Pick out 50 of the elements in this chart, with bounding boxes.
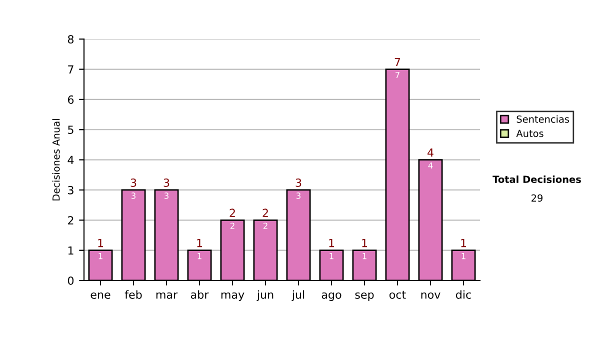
y-tick-label: 5 (68, 126, 74, 134)
text: 29 (532, 194, 542, 202)
text: Total Decisiones (492, 175, 581, 184)
x-tick-label: jun (256, 290, 274, 301)
data-label: 1 (98, 252, 102, 260)
total-label: 1 (362, 239, 368, 248)
data-label: 7 (396, 72, 400, 78)
y-axis-title: Decisiones Anual (52, 119, 60, 200)
total-label: 1 (197, 239, 202, 248)
total-label: 1 (98, 239, 104, 248)
data-label: 2 (263, 222, 268, 229)
total-label: 3 (130, 178, 136, 187)
x-tick-label: ene (90, 292, 110, 299)
x-tick-label: mar (156, 292, 178, 299)
total-label: 2 (230, 208, 235, 217)
data-label: 1 (198, 252, 202, 260)
x-tick-label: oct (389, 290, 406, 299)
x-tick-label: jul (292, 290, 304, 301)
data-label: 3 (164, 192, 168, 199)
data-label: 1 (330, 252, 334, 260)
data-label: 3 (296, 192, 300, 199)
x-tick-label: may (221, 292, 244, 301)
x-tick-label: abr (190, 290, 209, 299)
total-label: 1 (461, 239, 466, 248)
total-label: 4 (428, 148, 434, 157)
total-label: 1 (329, 239, 334, 248)
y-tick-label: 3 (68, 186, 74, 194)
data-label: 4 (428, 162, 433, 169)
y-tick-label: 1 (68, 246, 74, 255)
y-tick-label: 4 (68, 156, 74, 164)
total-label: 7 (394, 58, 400, 66)
y-tick-label: 7 (68, 65, 74, 74)
data-label: 3 (131, 192, 136, 199)
total-label: 3 (296, 178, 302, 187)
x-tick-label: sep (355, 292, 374, 301)
y-tick-label: 6 (68, 95, 74, 104)
y-tick-label: 2 (68, 216, 74, 224)
y-tick-label: 0 (68, 276, 74, 285)
total-label: 3 (164, 178, 170, 187)
data-label: 2 (230, 222, 234, 229)
x-tick-label: feb (124, 290, 142, 299)
x-tick-label: nov (421, 292, 440, 299)
x-tick-label: ago (322, 292, 342, 301)
total-label: 2 (262, 208, 268, 217)
data-label: 1 (462, 252, 466, 260)
data-label: 1 (362, 252, 366, 260)
legend-label: Autos (516, 130, 544, 138)
x-tick-label: dic (456, 290, 471, 299)
y-tick-label: 8 (68, 35, 74, 44)
legend-label: Sentencias (516, 115, 570, 123)
